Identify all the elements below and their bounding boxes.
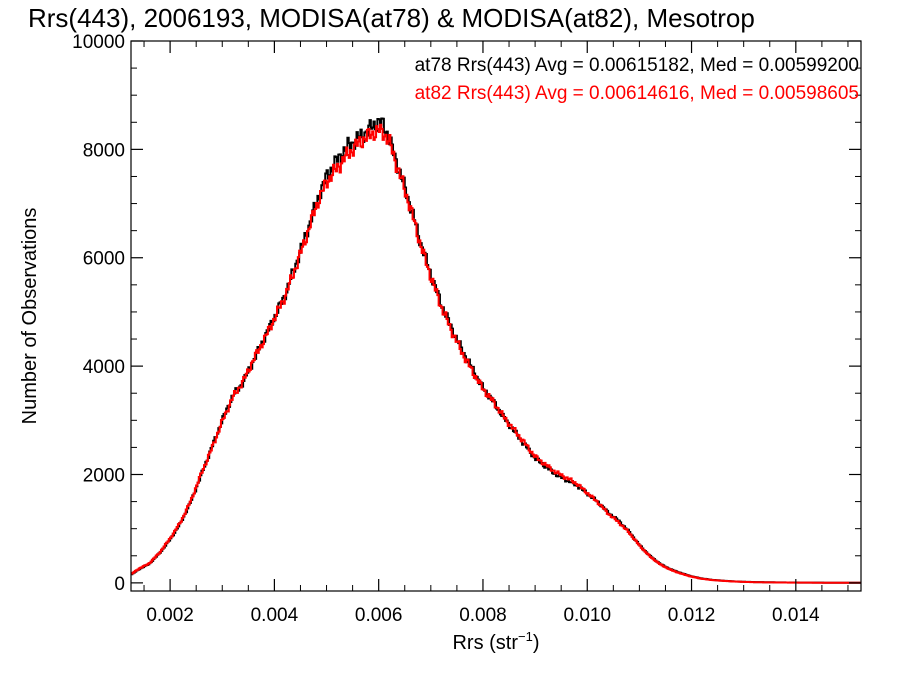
series-line-0 bbox=[131, 117, 861, 584]
plot-frame bbox=[130, 40, 862, 592]
x-tick-label: 0.002 bbox=[146, 605, 194, 626]
x-axis-label-end: ) bbox=[533, 632, 540, 654]
x-tick-label: 0.010 bbox=[563, 605, 611, 626]
x-axis-label-sup: −1 bbox=[518, 629, 533, 644]
y-tick-label: 0 bbox=[114, 574, 125, 595]
x-tick-labels: 0.002 0.004 0.006 0.008 0.010 0.012 0.014 bbox=[146, 605, 820, 626]
stat-line-at78: at78 Rrs(443) Avg = 0.00615182, Med = 0.… bbox=[415, 55, 859, 76]
ticks-layer bbox=[131, 40, 861, 591]
x-axis-label: Rrs (str−1) bbox=[452, 629, 539, 654]
y-tick-label: 6000 bbox=[83, 249, 125, 270]
y-tick-label: 10000 bbox=[72, 32, 125, 53]
x-tick-label: 0.014 bbox=[772, 605, 820, 626]
y-tick-labels: 0 2000 4000 6000 8000 10000 bbox=[72, 32, 125, 595]
y-tick-label: 2000 bbox=[83, 465, 125, 486]
y-axis-label: Number of Observations bbox=[19, 208, 41, 425]
plot-area bbox=[130, 40, 862, 592]
series-layer bbox=[131, 117, 861, 584]
x-tick-label: 0.006 bbox=[355, 605, 403, 626]
x-tick-label: 0.008 bbox=[459, 605, 507, 626]
y-tick-label: 8000 bbox=[83, 140, 125, 161]
series-line-1 bbox=[131, 123, 861, 584]
x-tick-label: 0.012 bbox=[668, 605, 716, 626]
x-tick-label: 0.004 bbox=[251, 605, 299, 626]
stat-line-at82: at82 Rrs(443) Avg = 0.00614616, Med = 0.… bbox=[415, 83, 859, 104]
chart-title: Rrs(443), 2006193, MODISA(at78) & MODISA… bbox=[28, 3, 755, 33]
x-axis-label-base: Rrs (str bbox=[452, 632, 518, 654]
y-tick-label: 4000 bbox=[83, 357, 125, 378]
